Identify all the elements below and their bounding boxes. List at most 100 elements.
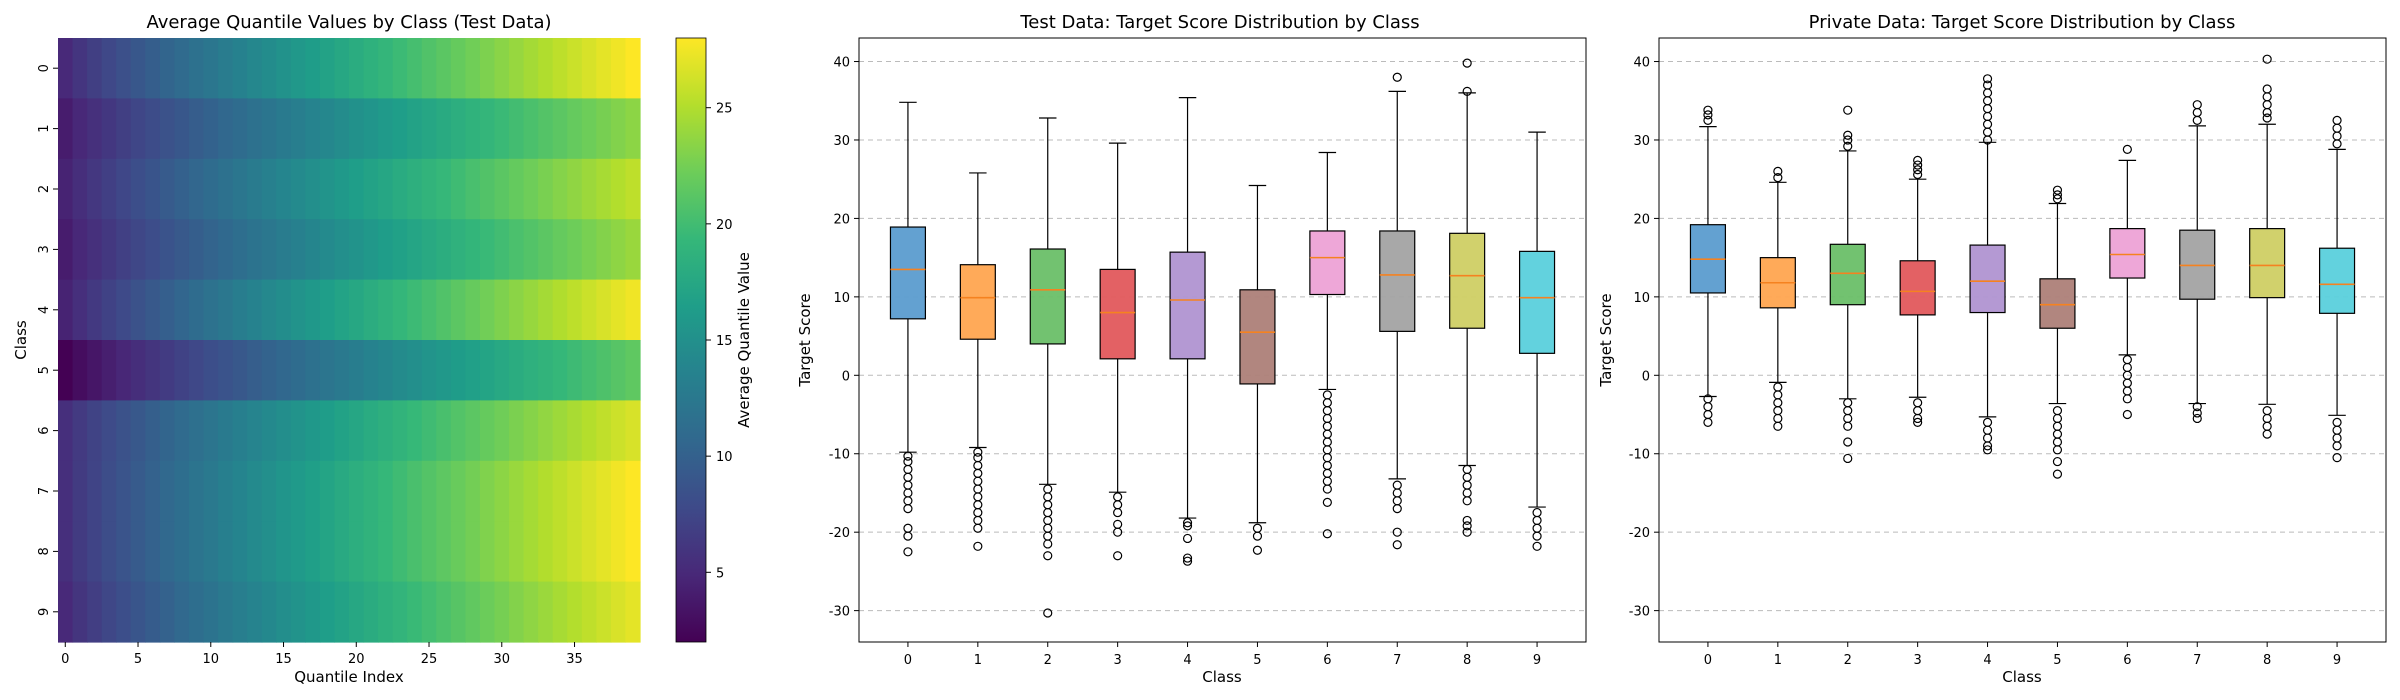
private-y-axis: -30 -20 -10 0 10 20 30 40: [1629, 56, 1659, 620]
heatmap-cell: [479, 400, 496, 462]
test-outlier: [1182, 518, 1193, 528]
test-outlier: [1462, 496, 1472, 506]
heatmap-cell: [319, 38, 336, 99]
test-outlier: [973, 523, 983, 533]
heatmap-cell: [145, 158, 161, 220]
heatmap-y-tick-label: 8: [37, 547, 52, 555]
test-x-tick-label: 8: [1463, 653, 1471, 668]
heatmap-cell: [567, 219, 583, 281]
heatmap-cell: [145, 98, 161, 160]
heatmap-cell: [290, 158, 306, 220]
private-outlier: [2122, 394, 2132, 404]
heatmap-cell: [305, 279, 321, 341]
test-x-tick-label: 7: [1393, 653, 1401, 668]
heatmap-y-tick-label: 5: [37, 366, 52, 374]
private-outlier: [1703, 115, 1713, 125]
heatmap-cell: [596, 98, 612, 160]
heatmap-cell: [116, 340, 132, 401]
heatmap-x-tick-label: 35: [566, 652, 583, 667]
test-box: [959, 264, 996, 340]
private-outlier: [1703, 417, 1713, 427]
heatmap-cell: [130, 340, 146, 401]
private-outlier: [1843, 421, 1853, 431]
heatmap-cell: [116, 581, 132, 643]
heatmap-cell: [203, 400, 219, 462]
heatmap-cell: [203, 158, 219, 220]
heatmap-cell: [101, 460, 117, 522]
private-x-tick-label: 2: [1844, 653, 1852, 668]
heatmap-cell: [305, 581, 321, 643]
test-outlier: [973, 476, 983, 486]
private-outlier: [2262, 54, 2272, 64]
heatmap-cell: [58, 219, 74, 281]
heatmap-cell: [116, 219, 132, 281]
heatmap-cell: [538, 158, 554, 220]
private-outlier: [1913, 417, 1923, 427]
private-box: [2039, 278, 2076, 329]
test-x-tick-label: 9: [1533, 653, 1541, 668]
heatmap-cell: [334, 460, 350, 522]
heatmap-cell: [392, 219, 408, 281]
heatmap-cell: [334, 98, 350, 160]
heatmap-cell: [159, 219, 175, 281]
heatmap-cell: [145, 400, 161, 462]
colorbar-tick-label: 20: [716, 218, 733, 233]
test-outlier: [1182, 556, 1193, 566]
heatmap-cell: [101, 158, 117, 220]
heatmap-cell: [509, 279, 525, 341]
heatmap-cell: [421, 340, 437, 401]
private-outlier: [2332, 417, 2342, 427]
heatmap-cell: [465, 98, 481, 160]
heatmap-y-axis-label: Class: [12, 320, 30, 360]
heatmap-cell: [596, 400, 612, 462]
heatmap-y-tick-label: 7: [37, 487, 52, 495]
heatmap-cell: [479, 279, 496, 341]
test-outlier: [1043, 492, 1053, 502]
heatmap-cell: [581, 279, 597, 341]
private-boxplot-title: Private Data: Target Score Distribution …: [1809, 12, 2236, 33]
heatmap-cell: [610, 158, 627, 220]
private-outlier: [1913, 405, 1923, 416]
heatmap-cell: [87, 581, 103, 643]
private-outlier: [2332, 425, 2342, 435]
heatmap-cell: [465, 521, 481, 583]
heatmap-cell: [421, 158, 437, 220]
private-outlier: [2192, 402, 2202, 412]
private-outlier: [1703, 105, 1713, 115]
heatmap-cell: [290, 279, 306, 341]
heatmap-cell: [378, 98, 394, 160]
heatmap-cell: [392, 38, 408, 99]
heatmap-cell: [159, 38, 175, 99]
heatmap-cell: [247, 521, 263, 583]
private-outlier: [1773, 382, 1783, 392]
test-outlier: [1532, 531, 1542, 541]
test-outlier: [1322, 421, 1332, 431]
private-outlier: [1843, 453, 1853, 464]
heatmap-cell: [450, 279, 466, 341]
heatmap-cell: [610, 521, 627, 583]
heatmap-cell: [101, 521, 117, 583]
heatmap-cell: [552, 521, 568, 583]
heatmap-cell: [363, 219, 379, 281]
test-x-tick-label: 5: [1253, 653, 1261, 668]
heatmap-cell: [494, 98, 510, 160]
heatmap-cell: [421, 400, 437, 462]
heatmap-cell: [494, 279, 510, 341]
private-y-tick-label: -10: [1629, 448, 1650, 463]
private-outlier: [1982, 80, 1993, 90]
heatmap-cell: [203, 219, 219, 281]
private-outlier: [1773, 421, 1783, 431]
test-box: [1309, 230, 1346, 296]
test-outlier: [1322, 390, 1332, 400]
test-outlier: [973, 500, 983, 510]
heatmap-cell: [305, 521, 321, 583]
private-outlier: [2052, 456, 2063, 467]
heatmap-cell: [378, 340, 394, 401]
heatmap-cell: [523, 400, 539, 462]
test-box: [1379, 230, 1416, 332]
test-outlier: [973, 507, 983, 518]
heatmap-cell: [305, 340, 321, 401]
test-outlier: [1392, 488, 1402, 498]
heatmap-cell: [261, 521, 277, 583]
heatmap-cell: [276, 279, 292, 341]
